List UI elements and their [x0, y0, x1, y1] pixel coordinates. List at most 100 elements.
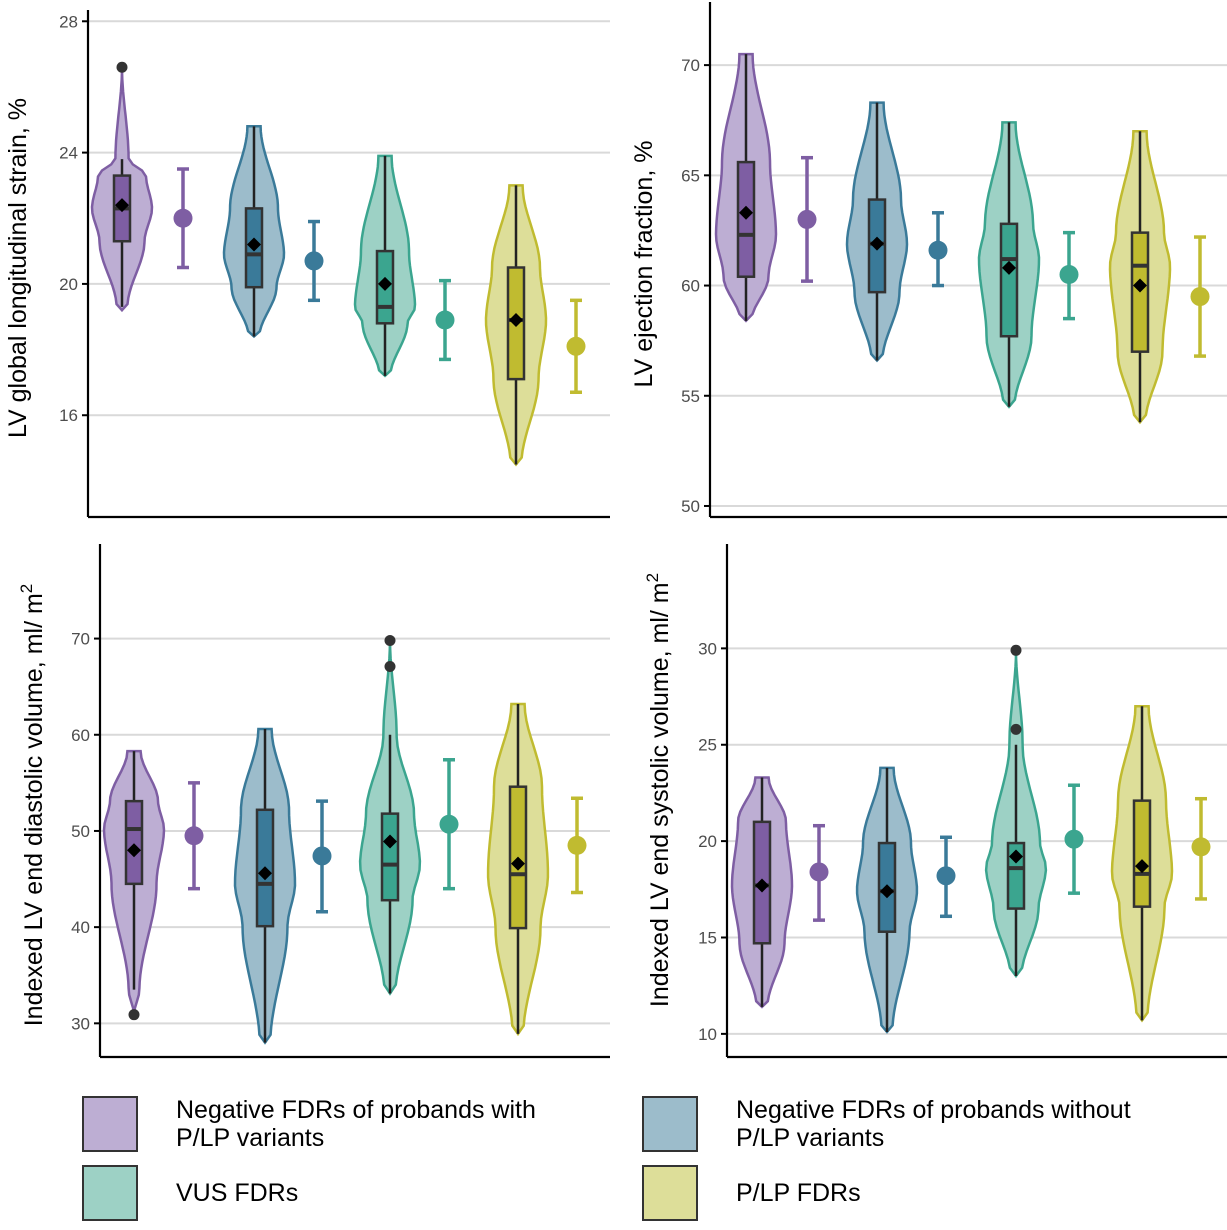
legend-label-neg-without: Negative FDRs of probands without P/LP v… [736, 1096, 1131, 1152]
ci-mean-point [1059, 265, 1079, 285]
legend-label-vus: VUS FDRs [176, 1179, 299, 1207]
panel-3: 30 40 50 60 70 Indexed LV end diastolic volum… [17, 544, 610, 1059]
box [999, 222, 1019, 338]
mean-marker [258, 866, 272, 881]
mean-marker [511, 856, 525, 871]
group-neg_with [730, 776, 829, 1009]
y-axis-label: LV global longitudinal strain, % [4, 98, 32, 438]
legend-swatch-vus [82, 1165, 138, 1221]
y-tick-label: 50 [681, 497, 700, 516]
legend: Negative FDRs of probands with P/LP vari… [0, 1085, 1227, 1230]
group-vus [358, 634, 459, 996]
ci-mean-point [1191, 837, 1211, 857]
ci-mean-point [1190, 287, 1210, 307]
box [380, 812, 400, 902]
y-tick-label: 16 [59, 406, 78, 425]
ci-mean-point [435, 310, 455, 330]
mean-marker [1002, 260, 1016, 275]
legend-item-neg-without: Negative FDRs of probands without P/LP v… [642, 1096, 1131, 1152]
ci-mean-point [567, 835, 587, 855]
mean-marker [1133, 278, 1147, 293]
mean-marker [247, 237, 261, 252]
legend-swatch-neg-without [642, 1096, 698, 1152]
ci-mean-point [304, 251, 324, 271]
y-tick-label: 40 [71, 918, 90, 937]
group-vus [984, 644, 1084, 979]
group-neg_without [845, 101, 948, 363]
legend-swatch-plp [642, 1165, 698, 1221]
ci-mean-point [1064, 829, 1084, 849]
group-neg_without [222, 125, 324, 339]
y-tick-label: 55 [681, 387, 700, 406]
mean-marker [383, 834, 397, 849]
y-tick-label: 30 [71, 1014, 90, 1033]
mean-marker [1009, 849, 1023, 864]
y-tick-label: 25 [698, 736, 717, 755]
group-plp [484, 184, 586, 467]
y-tick-label: 60 [681, 277, 700, 296]
outlier-point [128, 1009, 140, 1021]
mean-marker [1135, 859, 1149, 874]
ci-mean-point [936, 866, 956, 886]
ci-mean-point [312, 846, 332, 866]
group-neg_without [233, 727, 332, 1045]
ci-mean-point [184, 826, 204, 846]
chart-figure: 16 20 24 28 LV global longitudinal strain, %… [4, 2, 1227, 1059]
group-vus [977, 121, 1079, 409]
outlier-point [384, 660, 396, 672]
group-neg_with [102, 749, 204, 1021]
mean-marker [755, 878, 769, 893]
y-tick-label: 60 [71, 726, 90, 745]
mean-marker [115, 198, 129, 213]
mean-marker [127, 843, 141, 858]
y-axis-label-superscript: 2 [643, 573, 662, 582]
y-tick-label: 20 [59, 275, 78, 294]
ci-mean-point [928, 240, 948, 260]
box [1132, 799, 1152, 908]
mean-marker [739, 205, 753, 220]
group-plp [1108, 129, 1210, 425]
outlier-point [116, 61, 128, 73]
group-neg_without [855, 766, 956, 1034]
group-neg_with [90, 61, 193, 313]
legend-item-vus: VUS FDRs [82, 1165, 298, 1221]
outlier-point [384, 634, 396, 646]
panel-4: 10 15 20 25 30 Indexed LV end systolic volume… [643, 544, 1227, 1059]
outlier-point [1010, 723, 1022, 735]
y-tick-label: 24 [59, 144, 78, 163]
group-neg_with [714, 52, 817, 323]
y-tick-label: 20 [698, 832, 717, 851]
y-axis-label-superscript: 2 [17, 584, 36, 593]
y-tick-label: 65 [681, 166, 700, 185]
y-tick-label: 70 [681, 56, 700, 75]
legend-item-neg-with: Negative FDRs of probands with P/LP vari… [82, 1096, 536, 1152]
legend-label-plp: P/LP FDRs [736, 1179, 861, 1207]
legend-item-plp: P/LP FDRs [642, 1165, 861, 1221]
outlier-point [1010, 644, 1022, 656]
ci-mean-point [566, 336, 586, 356]
group-plp [1110, 704, 1211, 1023]
y-tick-label: 50 [71, 822, 90, 841]
group-plp [486, 702, 587, 1037]
y-axis-label: Indexed LV end diastolic volume, ml/ m2 [17, 584, 48, 1027]
ci-mean-point [809, 862, 829, 882]
group-vus [353, 154, 455, 378]
ci-mean-point [439, 814, 459, 834]
y-tick-label: 15 [698, 928, 717, 947]
ci-mean-point [797, 209, 817, 229]
panel-1: 16 20 24 28 LV global longitudinal strain, % [4, 10, 610, 519]
legend-label-neg-with: Negative FDRs of probands with P/LP vari… [176, 1096, 536, 1152]
box [124, 799, 144, 886]
y-tick-label: 70 [71, 630, 90, 649]
y-axis-label: LV ejection fraction, % [630, 141, 658, 388]
mean-marker [880, 884, 894, 899]
mean-marker [870, 236, 884, 251]
y-tick-label: 10 [698, 1025, 717, 1044]
mean-marker [509, 313, 523, 328]
legend-swatch-neg-with [82, 1096, 138, 1152]
mean-marker [378, 276, 392, 291]
panel-2: 50 55 60 65 70 LV ejection fraction, % [630, 2, 1227, 519]
ci-mean-point [173, 208, 193, 228]
y-axis-label: Indexed LV end systolic volume, ml/ m2 [643, 573, 674, 1007]
y-tick-label: 30 [698, 639, 717, 658]
